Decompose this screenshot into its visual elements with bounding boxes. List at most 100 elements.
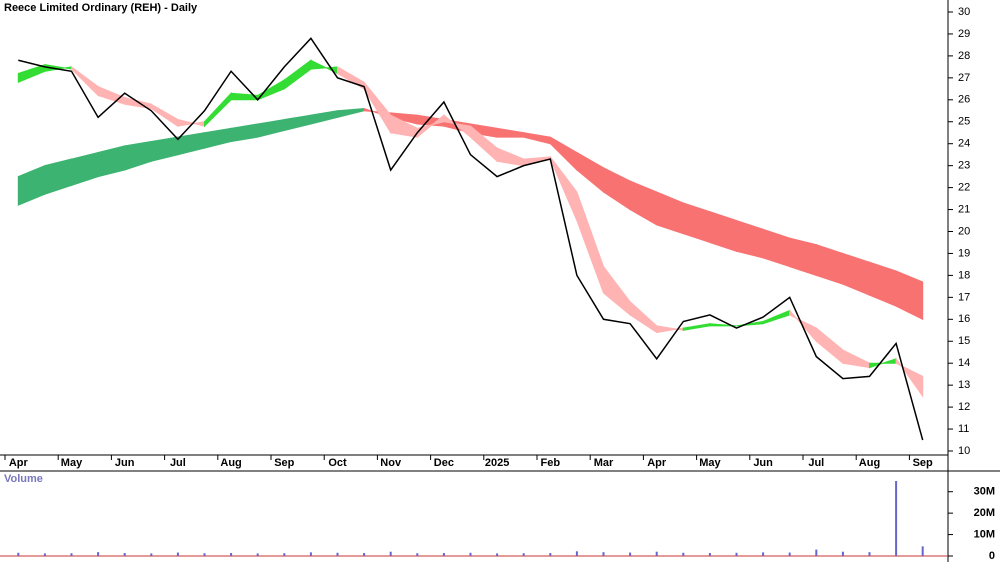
volume-bar (150, 553, 153, 556)
band-segment (629, 180, 658, 226)
volume-bar (97, 552, 100, 556)
band-segment (230, 123, 259, 143)
y-tick-label: 30 (958, 6, 970, 18)
x-tick-label: Aug (859, 457, 880, 469)
y-tick-label: 14 (958, 357, 970, 369)
y-tick-label: 20M (974, 507, 995, 519)
band-segment (682, 323, 711, 331)
y-tick-label: 25 (958, 116, 970, 128)
band-segment (709, 323, 737, 327)
volume-bar (815, 549, 818, 556)
x-tick-label: May (61, 457, 83, 469)
price-line (18, 37, 924, 441)
volume-bar (682, 552, 685, 556)
band-segment (709, 211, 737, 252)
band-segment (895, 270, 924, 321)
y-tick-label: 10M (974, 528, 995, 540)
volume-title: Volume (4, 473, 43, 485)
band-segment (283, 59, 312, 90)
chart-title: Reece Limited Ordinary (REH) - Daily (4, 2, 198, 14)
band-segment (204, 91, 232, 128)
volume-bar (496, 553, 499, 556)
band-segment (603, 265, 631, 316)
volume-bar (17, 552, 20, 556)
y-tick-label: 30M (974, 486, 995, 498)
y-tick-label: 17 (958, 291, 970, 303)
band-segment (310, 110, 338, 125)
volume-bar (629, 552, 632, 556)
x-tick-label: Mar (594, 457, 614, 469)
band-segment (257, 118, 285, 138)
volume-bar (575, 551, 578, 556)
x-tick-label: Apr (647, 457, 667, 469)
band-segment (496, 147, 525, 167)
band-segment (762, 309, 791, 325)
volume-bar (921, 546, 924, 556)
x-tick-label: Feb (541, 457, 561, 469)
y-tick-label: 27 (958, 72, 970, 84)
volume-bar (442, 553, 445, 556)
volume-bar (363, 553, 366, 556)
volume-bar (176, 552, 179, 556)
y-tick-label: 18 (958, 269, 970, 281)
x-tick-label: Nov (380, 457, 402, 469)
volume-bar (309, 552, 312, 556)
volume-bar (549, 553, 552, 556)
band-segment (576, 191, 604, 294)
band-segment (124, 140, 152, 171)
x-tick-label: Jun (115, 457, 135, 469)
band-segment (869, 261, 897, 307)
band-segment (363, 80, 392, 135)
band-segment (682, 202, 711, 244)
band-segment (736, 219, 764, 259)
y-tick-label: 23 (958, 160, 970, 172)
volume-bar (70, 553, 73, 556)
band-segment (283, 114, 312, 132)
x-tick-label: 2025 (485, 457, 509, 469)
x-tick-label: Sep (274, 457, 294, 469)
band-segment (815, 327, 844, 365)
band-segment (603, 167, 631, 211)
band-segment (97, 85, 126, 105)
band-segment (97, 145, 126, 178)
volume-bar (868, 552, 871, 556)
band-segment (576, 151, 604, 194)
band-segment (17, 164, 46, 206)
y-tick-label: 16 (958, 313, 970, 325)
y-tick-label: 24 (958, 138, 970, 150)
x-tick-label: Jul (808, 457, 824, 469)
volume-bar (655, 551, 658, 556)
band-segment (337, 108, 365, 118)
x-tick-label: Apr (9, 457, 29, 469)
volume-bar (43, 553, 46, 556)
volume-bar (788, 552, 791, 556)
volume-bar (602, 552, 605, 556)
volume-bar (283, 553, 286, 556)
band-segment (789, 237, 817, 277)
x-tick-label: Aug (220, 457, 241, 469)
y-tick-label: 13 (958, 379, 970, 391)
volume-bar (230, 553, 233, 556)
y-tick-label: 22 (958, 182, 970, 194)
x-tick-label: Jul (170, 457, 186, 469)
volume-bar (762, 552, 765, 556)
y-tick-label: 15 (958, 335, 970, 347)
x-tick-label: May (699, 457, 721, 469)
band-segment (656, 191, 684, 235)
band-segment (124, 96, 152, 110)
band-segment (523, 132, 551, 145)
band-segment (150, 136, 179, 162)
band-segment (44, 158, 72, 195)
x-tick-label: Sep (913, 457, 933, 469)
volume-bar (469, 552, 472, 556)
y-tick-label: 26 (958, 94, 970, 106)
x-tick-label: Oct (328, 457, 347, 469)
band-segment (762, 228, 791, 268)
y-tick-label: 20 (958, 225, 970, 237)
band-segment (17, 63, 46, 83)
y-tick-label: 28 (958, 50, 970, 62)
y-tick-label: 11 (958, 423, 969, 435)
band-segment (71, 151, 99, 187)
